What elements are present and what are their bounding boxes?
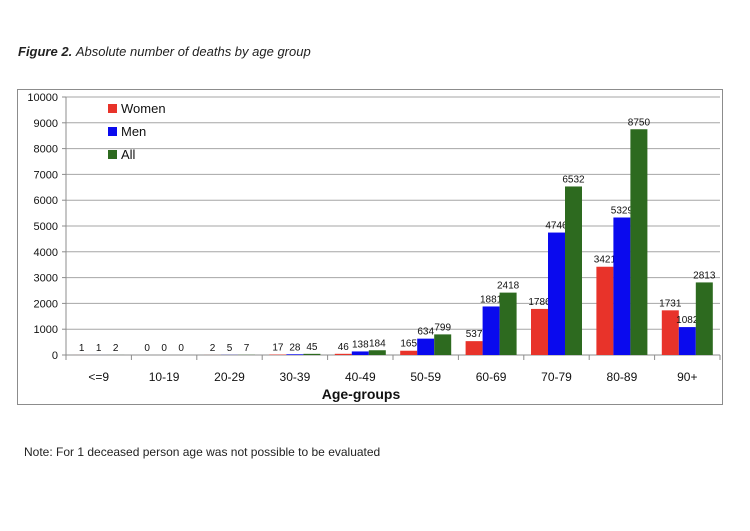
y-tick-label: 3000	[34, 273, 58, 285]
bar-all	[565, 186, 582, 355]
bar-all	[368, 350, 386, 355]
x-tick-label: 60-69	[476, 370, 507, 384]
bar-men	[286, 354, 304, 355]
legend-label: All	[121, 147, 136, 162]
data-label: 5	[227, 343, 233, 354]
chart-frame	[17, 89, 723, 405]
data-label: 6532	[562, 174, 585, 185]
figure-title: Absolute number of deaths by age group	[75, 44, 311, 59]
data-label: 8750	[628, 117, 651, 128]
bar-women	[465, 341, 483, 355]
data-label: 4746	[545, 221, 568, 232]
bar-all	[434, 334, 452, 355]
y-tick-label: 10000	[27, 92, 58, 104]
footnote: Note: For 1 deceased person age was not …	[24, 445, 381, 459]
data-label: 0	[161, 343, 167, 354]
x-axis-title: Age-groups	[322, 386, 401, 402]
bar-women	[400, 350, 418, 355]
bar-men	[613, 217, 631, 355]
x-tick-label: 10-19	[149, 370, 180, 384]
y-tick-label: 7000	[34, 169, 58, 181]
data-label: 0	[178, 343, 184, 354]
y-tick-label: 9000	[34, 118, 58, 130]
data-label: 3421	[594, 255, 617, 266]
legend-swatch-men	[108, 127, 117, 136]
bar-men	[548, 232, 565, 355]
data-label: 7	[244, 343, 250, 354]
bar-all	[303, 353, 321, 355]
data-label: 634	[417, 327, 434, 338]
x-tick-label: <=9	[88, 370, 109, 384]
y-tick-label: 1000	[34, 324, 58, 336]
data-label: 1082	[676, 315, 699, 326]
data-label: 0	[144, 343, 150, 354]
bar-all	[695, 282, 713, 355]
x-tick-label: 90+	[677, 370, 697, 384]
data-label: 2	[113, 343, 119, 354]
data-label: 28	[289, 342, 301, 353]
x-tick-label: 70-79	[541, 370, 572, 384]
bar-men	[678, 327, 696, 355]
data-label: 46	[338, 342, 350, 353]
legend-swatch-all	[108, 150, 117, 159]
data-label: 1	[96, 343, 102, 354]
x-tick-label: 40-49	[345, 370, 376, 384]
figure-caption: Figure 2. Absolute number of deaths by a…	[18, 44, 311, 59]
data-label: 138	[352, 339, 369, 350]
bar-men	[351, 351, 369, 355]
data-label: 2	[210, 343, 216, 354]
legend-label: Men	[121, 124, 146, 139]
data-label: 1	[79, 343, 85, 354]
data-label: 799	[434, 322, 451, 333]
bar-women	[334, 353, 352, 355]
data-label: 1881	[480, 294, 503, 305]
data-label: 537	[466, 329, 483, 340]
data-label: 1731	[659, 298, 682, 309]
data-label: 2418	[497, 281, 520, 292]
data-label: 17	[272, 343, 284, 354]
data-label: 165	[400, 339, 417, 350]
x-tick-label: 30-39	[280, 370, 311, 384]
y-tick-label: 0	[52, 350, 58, 362]
figure-label: Figure 2.	[18, 44, 73, 59]
x-tick-label: 80-89	[607, 370, 638, 384]
bar-women	[531, 308, 548, 355]
y-tick-label: 8000	[34, 144, 58, 156]
y-tick-label: 6000	[34, 195, 58, 207]
data-label: 1786	[528, 297, 551, 308]
bar-women	[661, 310, 679, 355]
y-tick-label: 4000	[34, 247, 58, 259]
bar-men	[482, 306, 500, 355]
bar-women	[596, 266, 614, 355]
data-label: 2813	[693, 270, 716, 281]
data-label: 184	[369, 338, 386, 349]
bar-men	[417, 338, 435, 355]
legend-label: Women	[121, 101, 166, 116]
bar-all	[630, 129, 648, 355]
x-tick-label: 50-59	[410, 370, 441, 384]
data-label: 5329	[611, 206, 634, 217]
legend-swatch-women	[108, 104, 117, 113]
y-tick-label: 2000	[34, 298, 58, 310]
bar-all	[499, 292, 517, 355]
y-tick-label: 5000	[34, 221, 58, 233]
x-tick-label: 20-29	[214, 370, 245, 384]
data-label: 45	[306, 342, 318, 353]
